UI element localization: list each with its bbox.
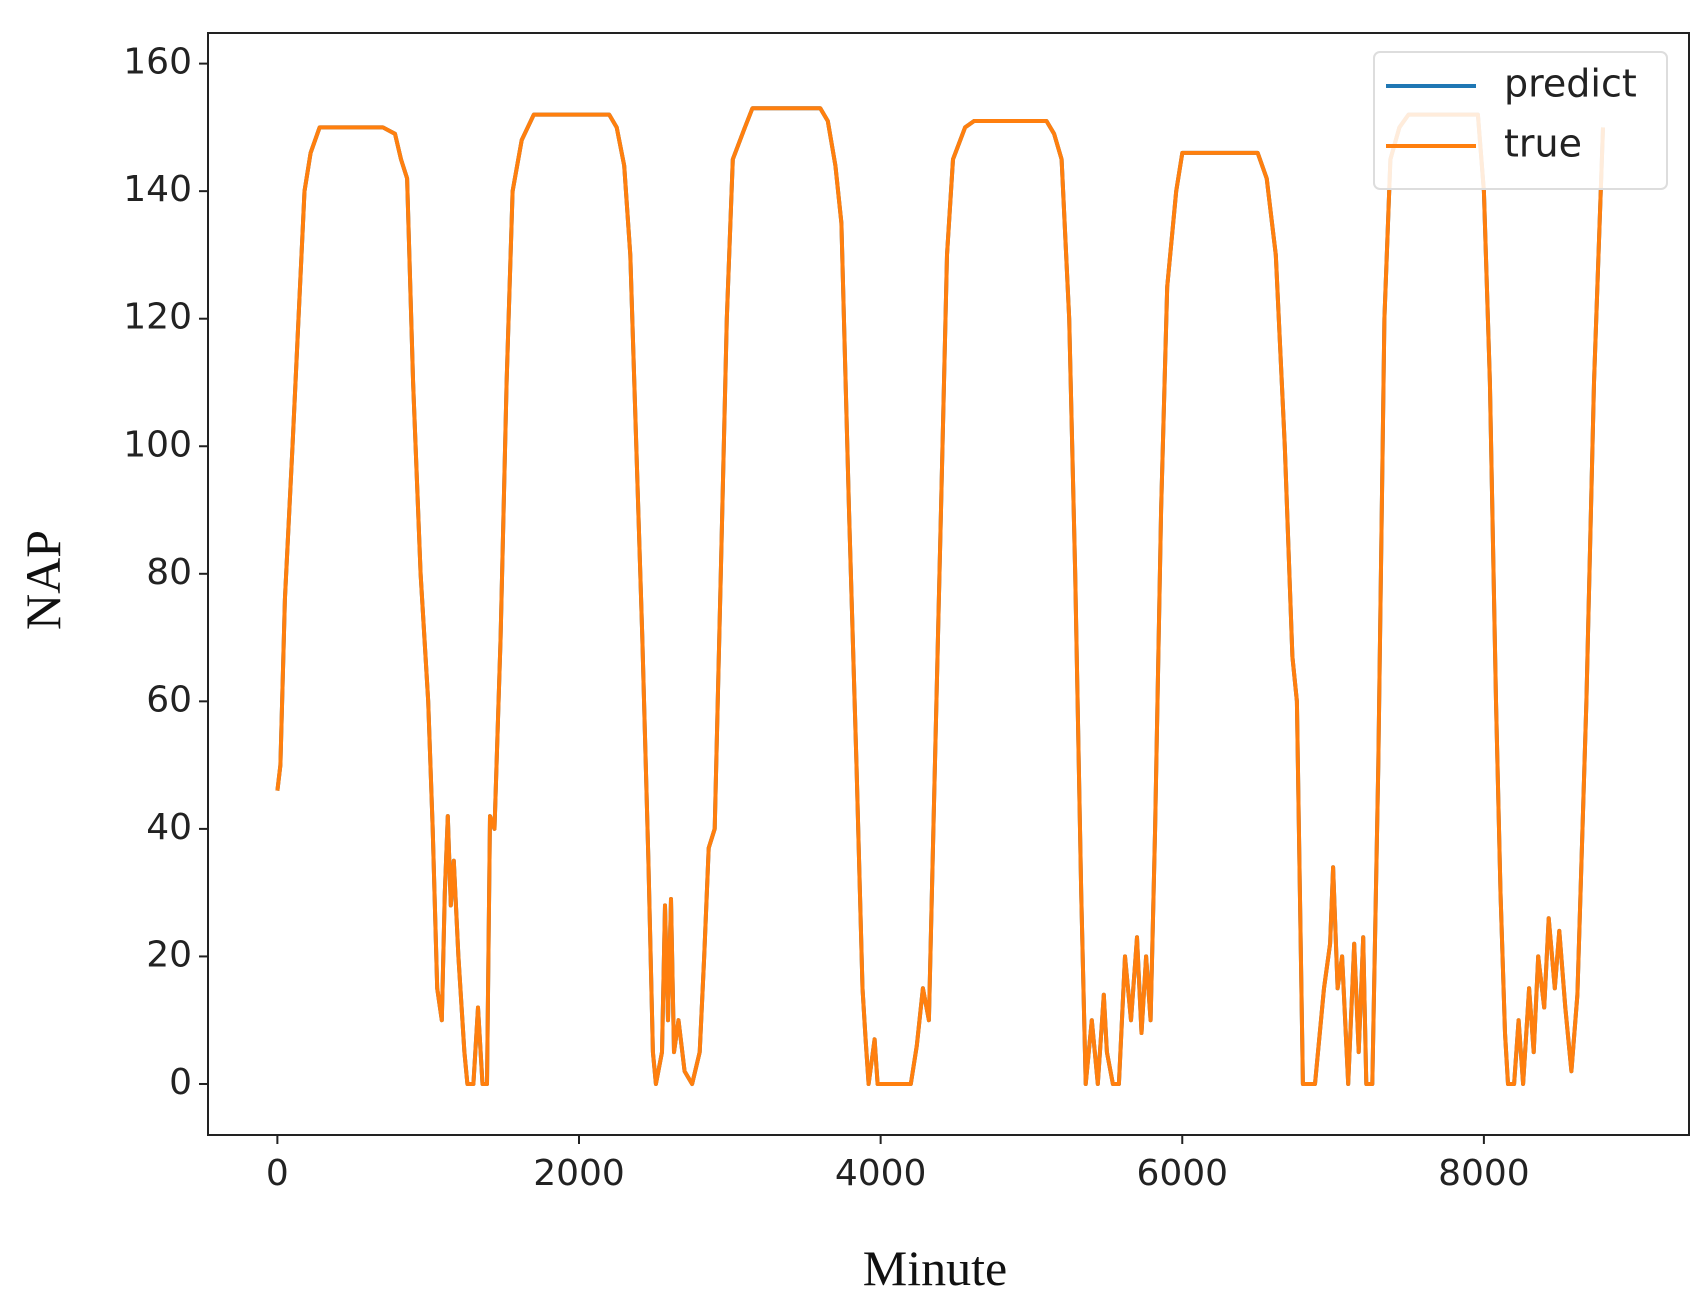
y-tick-label: 40: [146, 807, 192, 848]
y-tick-label: 100: [123, 424, 192, 465]
y-axis-label: NAP: [15, 530, 71, 630]
legend-label: true: [1504, 122, 1582, 166]
x-tick-label: 2000: [533, 1153, 625, 1194]
y-tick-label: 20: [146, 934, 192, 975]
x-tick-label: 0: [266, 1153, 289, 1194]
y-tick-label: 80: [146, 552, 192, 593]
x-tick-label: 4000: [835, 1153, 927, 1194]
legend-label: predict: [1504, 62, 1637, 106]
y-tick-label: 0: [169, 1062, 192, 1103]
y-tick-label: 160: [123, 42, 192, 83]
x-tick-label: 8000: [1438, 1153, 1530, 1194]
x-axis-label: Minute: [863, 1240, 1007, 1296]
y-tick-label: 60: [146, 679, 192, 720]
series-line: [275, 106, 1605, 1086]
plot-frame: [207, 32, 1690, 1136]
y-tick-label: 120: [123, 297, 192, 338]
y-tick-label: 140: [123, 169, 192, 210]
x-tick-label: 6000: [1136, 1153, 1228, 1194]
